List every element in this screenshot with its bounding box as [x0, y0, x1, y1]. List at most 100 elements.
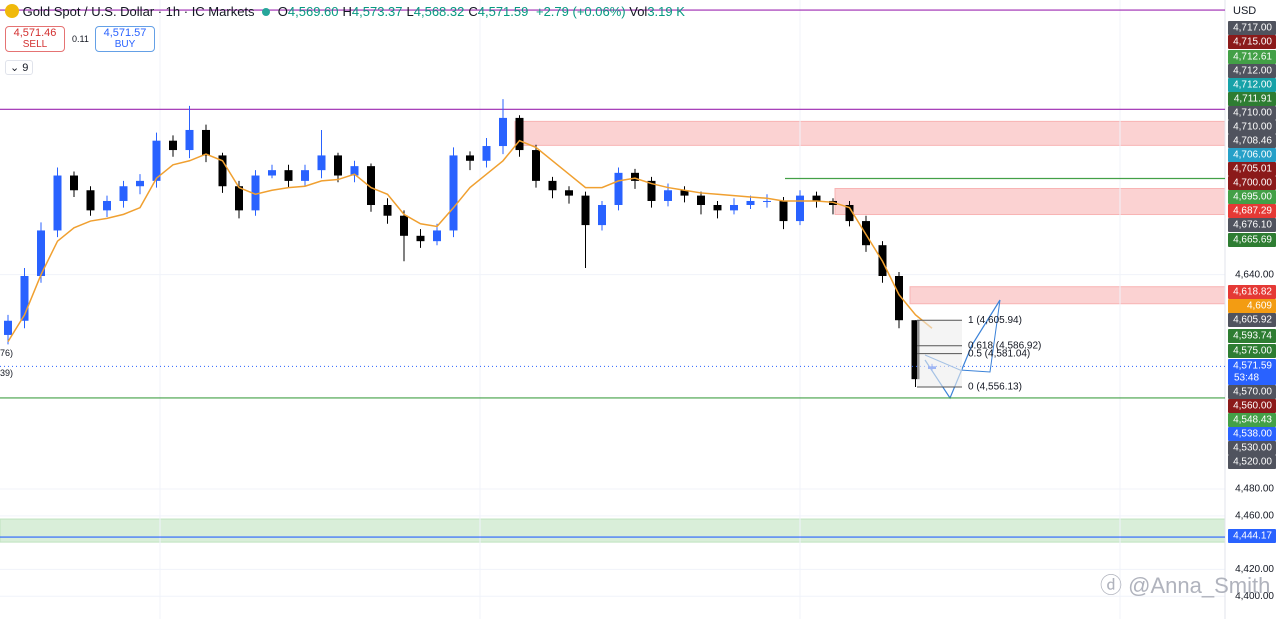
ohlc-label: L [406, 4, 414, 19]
candle-body [103, 200, 111, 211]
candle-body [746, 200, 755, 205]
buy-price: 4,571.57 [103, 27, 147, 39]
candle-body [763, 200, 771, 202]
sell-price: 4,571.46 [13, 27, 57, 39]
price-tag-label: 4,520.00 [1233, 457, 1272, 468]
ohlc: O4,569.60 H4,573.37 L4,568.32 C4,571.59 [278, 4, 533, 19]
spread: 0.11 [72, 34, 89, 44]
y-tick-label: 4,420.00 [1235, 564, 1274, 575]
price-tag [1228, 162, 1276, 176]
ohlc-label: C [468, 4, 478, 19]
price-tag-label: 4,715.00 [1233, 37, 1272, 48]
candle-body [565, 190, 573, 196]
price-tag-label: 4,605.92 [1233, 315, 1272, 326]
ohlc-value: 4,569.60 [287, 4, 339, 19]
candle-body [812, 195, 821, 201]
cut-label: 39) [0, 368, 14, 378]
fib-label: 1 (4,605.94) [968, 315, 1022, 326]
indicators-toggle[interactable]: ⌄ 9 [5, 60, 34, 75]
price-tag [1228, 120, 1276, 134]
candle-body [631, 172, 639, 181]
ohlc-value: 4,573.37 [351, 4, 403, 19]
candle-body [730, 204, 738, 211]
candle-body [334, 155, 342, 176]
price-tag [1228, 78, 1276, 92]
price-tag [1228, 92, 1276, 106]
price-tag [1228, 204, 1276, 218]
candle-body [433, 230, 441, 242]
price-tag [1228, 21, 1276, 35]
price-tag-label: 4,570.00 [1233, 387, 1272, 398]
candle-body [845, 204, 854, 222]
price-tag-label: 4,706.00 [1233, 150, 1272, 161]
buy-label: BUY [114, 39, 136, 50]
price-tag [1228, 134, 1276, 148]
price-tag [1228, 106, 1276, 120]
fib-label: 0 (4,556.13) [968, 382, 1022, 393]
candle-body [581, 195, 590, 226]
currency[interactable]: USD [1233, 5, 1257, 17]
candle-body [499, 117, 507, 147]
price-tag-label: 4,618.82 [1233, 287, 1272, 298]
candle-body [53, 175, 62, 231]
price-tag-label: 4,712.00 [1233, 80, 1272, 91]
candle-body [169, 140, 177, 151]
price-tag-label: 4,712.00 [1233, 66, 1272, 77]
price-tag-label: 4,593.74 [1233, 331, 1272, 342]
price-tag-label: 4,571.59 [1233, 361, 1272, 372]
candle-body [350, 166, 359, 176]
price-tag-label: 4,700.00 [1233, 178, 1272, 189]
price-tag-label: 4,575.00 [1233, 346, 1272, 357]
candle-body [548, 180, 557, 191]
y-tick-label: 4,460.00 [1235, 510, 1274, 521]
ohlc-label: O [277, 4, 288, 19]
candle-body [4, 320, 12, 335]
vol-label: Vol [629, 4, 648, 19]
price-tag-label: 4,548.43 [1233, 415, 1272, 426]
candle-body [697, 195, 705, 205]
price-tag [1228, 299, 1276, 313]
vol-value: 3.19 K [647, 4, 685, 19]
candle-body [796, 195, 804, 222]
price-tag-label: 4,444.17 [1233, 531, 1272, 542]
price-tag-label: 4,530.00 [1233, 443, 1272, 454]
sell-button[interactable]: 4,571.46 SELL [5, 26, 65, 52]
price-tag [1228, 529, 1276, 543]
candle-body [218, 155, 227, 187]
price-tag [1228, 329, 1276, 343]
candle-body [664, 190, 672, 201]
candle-body [713, 204, 722, 211]
price-tag [1228, 385, 1276, 399]
price-tag-label: 4,711.91 [1234, 94, 1273, 105]
watermark: ⓓ @Anna_Smith [1100, 573, 1271, 598]
candle-body [614, 172, 623, 205]
zone [834, 188, 1226, 216]
candle-body [284, 170, 293, 181]
price-tag-label: 4,695.00 [1233, 192, 1272, 203]
price-tag [1228, 399, 1276, 413]
y-tick-label: 4,480.00 [1235, 484, 1274, 495]
candle-body [70, 175, 78, 191]
fib-label: 0.5 (4,581.04) [968, 348, 1030, 359]
zone [909, 286, 1226, 305]
status-dot[interactable] [262, 8, 271, 16]
price-tag-label: 4,710.00 [1233, 108, 1272, 119]
price-tag [1228, 233, 1276, 247]
candle-body [235, 186, 243, 211]
price-tag [1228, 190, 1276, 204]
price-tag-label: 4,717.00 [1233, 23, 1272, 34]
price-tag [1228, 413, 1276, 427]
price-tag-label: 4,708.46 [1233, 136, 1272, 147]
ohlc-value: 4,571.59 [477, 4, 529, 19]
price-tag-label: 4,676.10 [1233, 220, 1272, 231]
price-tag-label: 4,687.29 [1233, 206, 1272, 217]
candle-body [895, 276, 903, 321]
y-tick-label: 4,640.00 [1235, 269, 1274, 280]
buy-button[interactable]: 4,571.57 BUY [95, 26, 155, 52]
candle-body [647, 180, 656, 201]
candle-body [466, 155, 474, 161]
candle-body [268, 170, 276, 176]
price-tag [1228, 313, 1276, 327]
